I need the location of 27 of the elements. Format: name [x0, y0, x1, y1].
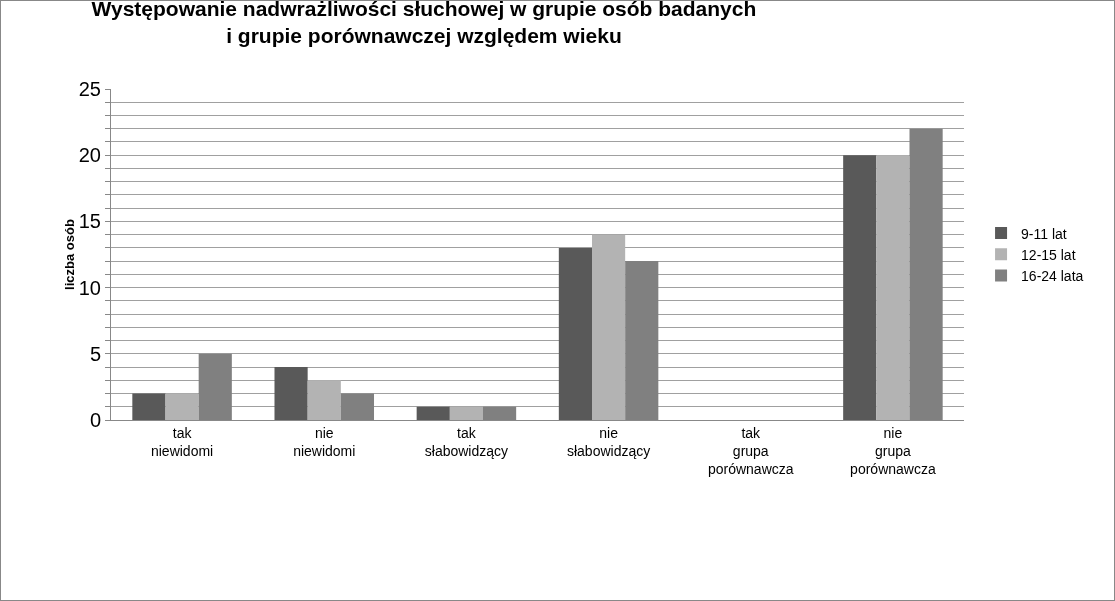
bar — [132, 393, 166, 420]
y-tick-label: 15 — [78, 210, 101, 233]
bar — [307, 380, 341, 420]
y-tick-label: 25 — [78, 78, 101, 100]
x-tick-label: tak słabowidzący — [424, 424, 509, 459]
y-tick-label: 10 — [78, 276, 101, 299]
bar — [449, 406, 483, 420]
y-tick-label: 20 — [78, 144, 101, 167]
x-tick-label: tak grupa porównawcza — [707, 424, 794, 478]
y-tick-label: 5 — [89, 342, 101, 365]
legend-label: 12-15 lat — [1021, 246, 1076, 263]
bar — [165, 393, 199, 420]
chart-title: Występowanie nadwrażliwości słuchowej w grupie osób badanych i grupie porównawczej względem wieku — [91, 0, 757, 48]
x-tick-label: nie niewidomi — [293, 424, 356, 459]
y-axis-title: liczba osób — [61, 219, 77, 290]
x-tick-label: tak niewidomi — [150, 424, 214, 459]
bar — [876, 155, 910, 420]
bar — [558, 247, 592, 420]
bar — [274, 367, 308, 420]
legend-label: 16-24 lata — [1021, 267, 1084, 284]
bar — [592, 234, 626, 420]
x-tick-label: nie słabowidzący — [566, 424, 651, 459]
bar — [416, 406, 450, 420]
bar — [843, 155, 877, 420]
x-tick-label: nie grupa porównawcza — [850, 424, 936, 478]
legend-label: 9-11 lat — [1021, 225, 1067, 242]
y-tick-label: 0 — [89, 409, 101, 431]
